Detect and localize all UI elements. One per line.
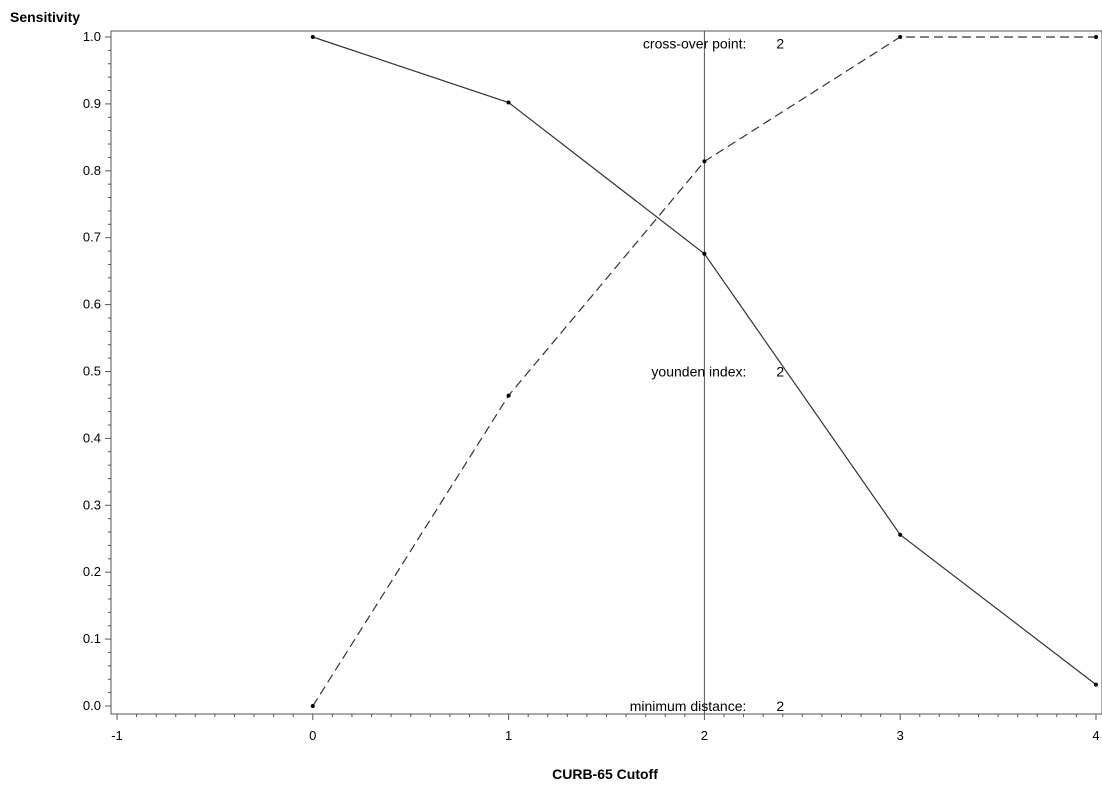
y-tick-label: 0.3 <box>83 497 101 512</box>
y-tick-label: 0.5 <box>83 364 101 379</box>
y-axis: 0.0 0.1 0.2 0.3 0.4 0.5 0.6 0.7 0.8 0.9 1.0 <box>83 29 111 713</box>
data-point <box>310 704 315 708</box>
y-axis-title: Sensitivity <box>10 9 80 25</box>
annotations: cross-over point: 2 younden index: 2 minimum… <box>630 36 785 714</box>
annotation-label: cross-over point: <box>643 36 746 52</box>
data-point <box>702 159 707 164</box>
annotation-label: younden index: <box>651 364 746 380</box>
data-point <box>898 35 903 39</box>
x-axis: -1 0 1 2 3 4 <box>111 714 1100 743</box>
annotation-value: 2 <box>776 364 784 380</box>
x-tick-label: 4 <box>1092 728 1099 743</box>
data-point <box>1094 35 1098 39</box>
x-tick-label: -1 <box>111 728 123 743</box>
x-tick-label: 2 <box>701 728 708 743</box>
annotation-value: 2 <box>776 698 784 714</box>
y-tick-label: 0.9 <box>83 96 101 111</box>
y-tick-label: 0.0 <box>83 698 101 713</box>
y-tick-label: 0.6 <box>83 297 101 312</box>
y-tick-label: 0.4 <box>83 430 101 445</box>
y-tick-label: 1.0 <box>83 29 101 44</box>
data-point <box>898 532 903 537</box>
annotation-value: 2 <box>776 36 784 52</box>
data-point <box>310 35 315 39</box>
plot-area-frame <box>110 30 1102 715</box>
data-point <box>506 100 511 105</box>
x-tick-label: 1 <box>505 728 512 743</box>
y-tick-label: 0.2 <box>83 564 101 579</box>
series-layer <box>310 35 1098 708</box>
x-axis-title: CURB-65 Cutoff <box>552 766 658 782</box>
y-tick-label: 0.8 <box>83 163 101 178</box>
y-tick-label: 0.7 <box>83 230 101 245</box>
x-tick-label: 0 <box>309 728 316 743</box>
y-tick-label: 0.1 <box>83 631 101 646</box>
annotation-label: minimum distance: <box>630 698 747 714</box>
x-tick-label: 3 <box>897 728 904 743</box>
data-point <box>1094 682 1098 687</box>
data-point <box>702 251 707 256</box>
data-point <box>506 393 511 398</box>
